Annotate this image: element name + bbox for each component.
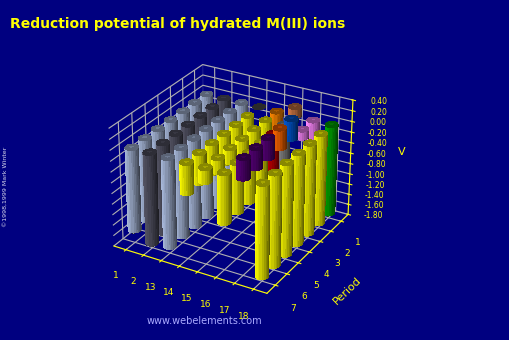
Text: ©1998,1999 Mark Winter: ©1998,1999 Mark Winter <box>3 147 8 227</box>
Text: Reduction potential of hydrated M(III) ions: Reduction potential of hydrated M(III) i… <box>10 17 345 31</box>
Text: www.webelements.com: www.webelements.com <box>146 317 261 326</box>
Y-axis label: Period: Period <box>330 275 362 307</box>
